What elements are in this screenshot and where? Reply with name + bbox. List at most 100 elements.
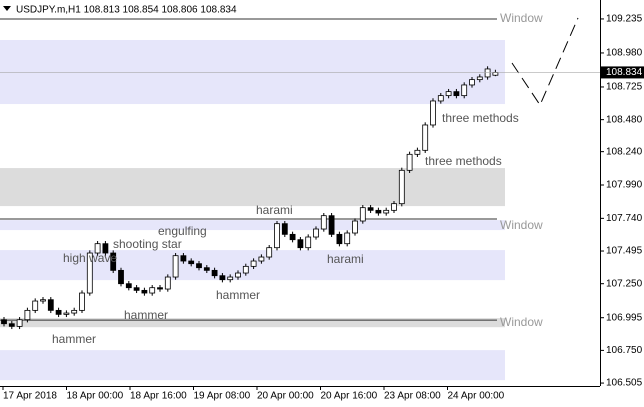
candle-body [398,169,405,205]
y-tick-label: 107.495 [606,246,643,257]
chart-title: USDJPY.m,H1 108.813 108.854 108.806 108.… [16,5,237,16]
candle-body [281,223,288,235]
candle-body [172,255,179,278]
candle-body [141,289,148,294]
candle-body [94,243,101,254]
candle-body [133,287,140,291]
candle-body [383,209,390,214]
candle-body [328,215,335,235]
candle-body [211,269,218,277]
y-tick-label: 109.235 [606,14,643,25]
candle-body [24,309,31,321]
candle-body [125,283,132,289]
candle-body [258,256,265,262]
x-tick-label: 17 Apr 2018 [3,391,57,402]
candle-body [16,319,23,327]
candle-body [47,299,54,311]
x-tick-label: 19 Apr 08:00 [194,391,251,402]
annotation: hammer [52,332,96,346]
zone [0,318,505,328]
candle-body [476,76,483,81]
zone [0,40,505,105]
candle-body [188,260,195,265]
candle-body [63,312,70,315]
x-tick-label: 20 Apr 00:00 [257,391,314,402]
candle-body [32,300,39,311]
candle-body [196,263,202,269]
candle-body [164,276,171,290]
candle-body [484,68,491,78]
y-tick-label: 108.240 [606,146,643,157]
annotation: hammer [124,308,168,322]
x-tick-label: 18 Apr 16:00 [130,391,187,402]
candle-body [492,72,499,76]
candle-body [461,84,468,97]
candle-body [352,220,358,234]
candle-body [71,309,78,314]
candle-body [406,153,413,171]
candle-body [297,239,304,249]
candle-body [266,247,273,258]
annotation: harami [256,203,293,217]
candle-body [149,287,156,294]
candle-body [391,203,397,211]
candle-body [336,233,343,245]
y-tick-label: 108.725 [606,82,643,93]
candle-body [219,275,226,281]
annotation: engulfing [158,224,207,238]
y-tick-label: 106.505 [606,378,643,389]
x-tick-label: 20 Apr 16:00 [321,391,378,402]
y-tick-label: 107.250 [606,278,643,289]
candle-body [79,292,85,311]
candle-body [375,209,382,214]
candle-body [414,149,421,155]
candle-body [110,252,117,271]
current-price-box [601,66,644,79]
candle-body [422,124,429,151]
candle-body [203,267,210,271]
annotation: hammer [216,288,260,302]
annotation: Window [500,218,543,232]
candle-body [227,276,234,281]
candle-body [469,79,475,86]
annotation: three methods [425,154,502,168]
candle-body [344,232,351,245]
y-tick-label: 107.740 [606,213,643,224]
y-tick-label: 108.480 [606,114,643,125]
x-tick-label: 18 Apr 00:00 [67,391,124,402]
candle-body [1,319,7,325]
zone [0,168,505,207]
annotation: three methods [442,111,519,125]
candle-body [289,233,296,241]
y-tick-label: 106.995 [606,312,643,323]
candle-body [274,223,280,249]
y-tick-label: 108.980 [606,48,643,59]
annotation: Window [500,11,543,25]
x-tick-label: 23 Apr 08:00 [384,391,441,402]
symbol-arrow [3,6,11,11]
candle-body [367,207,374,211]
candle-body [102,243,109,254]
candle-body [359,207,366,222]
candle-body [118,269,124,285]
candle-body [86,252,93,294]
candle-body [235,272,241,278]
y-tick-label: 106.750 [606,345,643,356]
candle-body [250,260,257,267]
candle-body [313,228,319,238]
candle-body [157,287,163,290]
annotation: shooting star [113,237,182,251]
current-price-label: 108.834 [606,67,643,78]
candle-body [430,100,436,126]
annotation: Window [500,315,543,329]
candle-body [8,323,15,327]
candle-body [437,95,444,102]
candle-body [445,91,452,97]
zone [0,220,505,231]
candle-body [242,265,249,274]
forecast-line [511,17,579,107]
candle-body [320,215,327,230]
candle-body [453,91,460,97]
annotation: harami [327,252,364,266]
